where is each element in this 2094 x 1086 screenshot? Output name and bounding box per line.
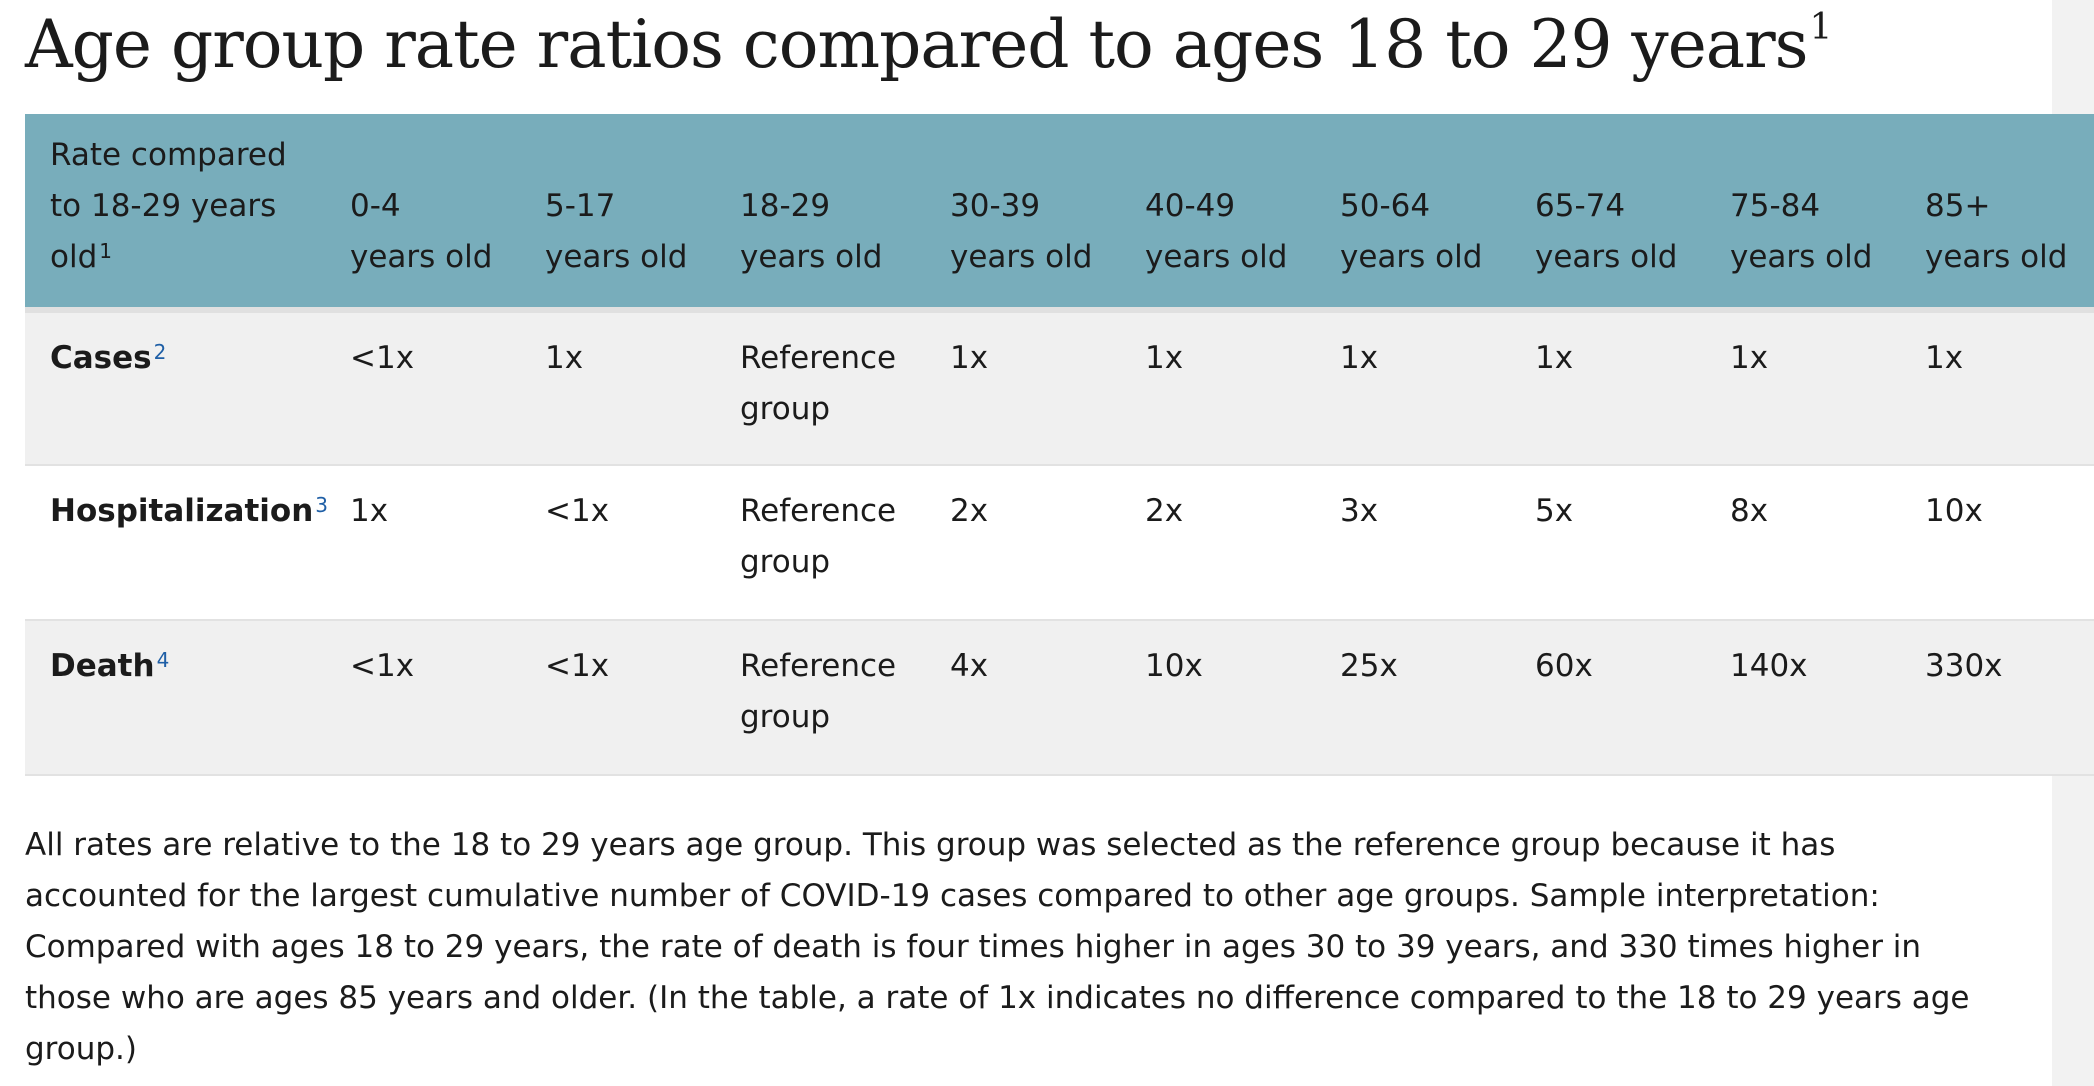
header-age-unit: years old xyxy=(1340,239,1483,275)
header-age-range: 18-29 xyxy=(740,188,831,224)
header-cell-age-50-64: 50-64 years old xyxy=(1315,114,1510,313)
footnote-link[interactable]: 3 xyxy=(315,493,329,517)
table-cell: <1x xyxy=(520,620,715,776)
header-age-range: 75-84 xyxy=(1730,188,1821,224)
header-cell-age-5-17: 5-17 years old xyxy=(520,114,715,313)
table-cell: 1x xyxy=(1900,310,2094,466)
header-age-range: 85+ xyxy=(1925,188,1991,224)
table-cell: 2x xyxy=(1120,465,1315,621)
table-cell-reference: Reference group xyxy=(715,465,925,621)
table-cell: 1x xyxy=(1510,310,1705,466)
header-age-unit: years old xyxy=(1730,239,1873,275)
table-cell: 1x xyxy=(325,465,520,621)
table-cell: 10x xyxy=(1120,620,1315,776)
table-cell: 1x xyxy=(1120,310,1315,466)
footnote-link[interactable]: 2 xyxy=(153,340,167,364)
row-label: Cases xyxy=(50,340,152,376)
header-age-range: 40-49 xyxy=(1145,188,1236,224)
page-title-text: Age group rate ratios compared to ages 1… xyxy=(25,6,1809,83)
header-age-unit: years old xyxy=(950,239,1093,275)
header-age-range: 50-64 xyxy=(1340,188,1431,224)
table-cell-reference: Reference group xyxy=(715,310,925,466)
table-cell-reference: Reference group xyxy=(715,620,925,776)
table-cell: <1x xyxy=(325,310,520,466)
rate-ratio-table: Rate compared to 18-29 years old 1 0-4 yea… xyxy=(25,114,2094,776)
header-cell-age-0-4: 0-4 years old xyxy=(325,114,520,313)
table-cell: <1x xyxy=(325,620,520,776)
header-cell-age-40-49: 40-49 years old xyxy=(1120,114,1315,313)
header-cell-age-65-74: 65-74 years old xyxy=(1510,114,1705,313)
table-cell: 3x xyxy=(1315,465,1510,621)
header-age-unit: years old xyxy=(350,239,493,275)
header-age-unit: years old xyxy=(545,239,688,275)
table-header-row: Rate compared to 18-29 years old 1 0-4 yea… xyxy=(25,114,2094,313)
table-cell: <1x xyxy=(520,465,715,621)
row-header-cases: Cases 2 xyxy=(25,310,325,466)
page-title: Age group rate ratios compared to ages 1… xyxy=(25,2,1833,88)
header-age-range: 5-17 xyxy=(545,188,616,224)
row-header-death: Death 4 xyxy=(25,620,325,776)
header-cell-age-18-29: 18-29 years old xyxy=(715,114,925,313)
header-age-unit: years old xyxy=(1535,239,1678,275)
table-cell: 1x xyxy=(925,310,1120,466)
table-row-death: Death 4 <1x <1x Reference group 4x 10x 25… xyxy=(25,620,2094,776)
table-cell: 5x xyxy=(1510,465,1705,621)
table-body: Cases 2 <1x 1x Reference group 1x 1x 1x 1… xyxy=(25,310,2094,776)
table-header: Rate compared to 18-29 years old 1 0-4 yea… xyxy=(25,114,2094,313)
table-cell: 1x xyxy=(1315,310,1510,466)
header-age-unit: years old xyxy=(740,239,883,275)
table-cell: 8x xyxy=(1705,465,1900,621)
header-age-range: 0-4 xyxy=(350,188,401,224)
table-row-cases: Cases 2 <1x 1x Reference group 1x 1x 1x 1… xyxy=(25,310,2094,466)
header-age-unit: years old xyxy=(1145,239,1288,275)
header-age-range: 65-74 xyxy=(1535,188,1626,224)
row-label: Hospitalization xyxy=(50,493,314,529)
row-header-hospitalization: Hospitalization 3 xyxy=(25,465,329,621)
footnote-link[interactable]: 4 xyxy=(156,648,170,672)
header-cell-rate-compared: Rate compared to 18-29 years old 1 xyxy=(25,114,325,313)
table-cell: 60x xyxy=(1510,620,1705,776)
table-cell: 140x xyxy=(1705,620,1900,776)
header-rate-compared-label: Rate compared to 18-29 years old xyxy=(50,137,287,275)
header-footnote-marker: 1 xyxy=(99,239,112,263)
table-row-hospitalization: Hospitalization 3 1x <1x Reference group … xyxy=(25,465,2094,621)
header-cell-age-85-plus: 85+ years old xyxy=(1900,114,2094,313)
table-cell: 330x xyxy=(1900,620,2094,776)
header-age-unit: years old xyxy=(1925,239,2068,275)
table-cell: 4x xyxy=(925,620,1120,776)
row-label: Death xyxy=(50,648,155,684)
table-cell: 2x xyxy=(925,465,1120,621)
title-footnote-marker: 1 xyxy=(1809,7,1833,48)
table-cell: 25x xyxy=(1315,620,1510,776)
table-cell: 1x xyxy=(1705,310,1900,466)
header-age-range: 30-39 xyxy=(950,188,1041,224)
header-cell-age-30-39: 30-39 years old xyxy=(925,114,1120,313)
table-explanation-note: All rates are relative to the 18 to 29 y… xyxy=(25,827,1970,1067)
table-cell: 10x xyxy=(1900,465,2094,621)
table-cell: 1x xyxy=(520,310,715,466)
header-cell-age-75-84: 75-84 years old xyxy=(1705,114,1900,313)
